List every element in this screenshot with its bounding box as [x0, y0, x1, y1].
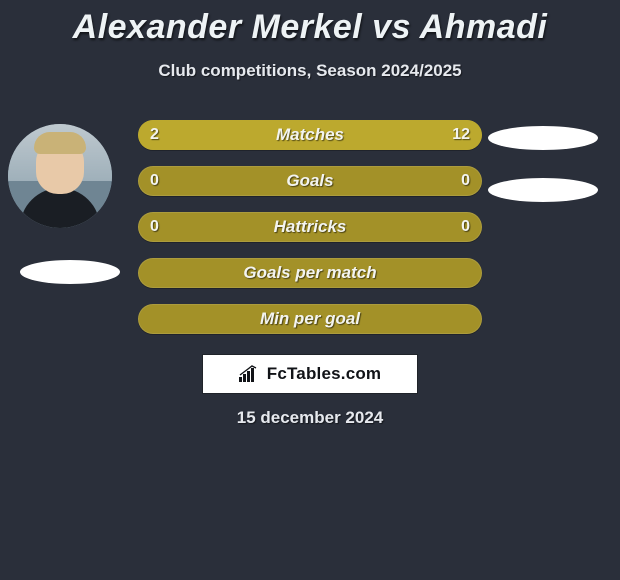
stat-label: Hattricks [138, 212, 482, 242]
stat-bar-fill-left [138, 120, 186, 150]
brand-text: FcTables.com [267, 364, 382, 384]
stat-label: Goals [138, 166, 482, 196]
stat-bar: Min per goal [138, 304, 482, 334]
player-right-name-plate [488, 178, 598, 202]
stat-value-left: 0 [150, 212, 159, 242]
comparison-card: Alexander Merkel vs Ahmadi Club competit… [0, 0, 620, 580]
brand-badge: FcTables.com [202, 354, 418, 394]
stat-label: Min per goal [138, 304, 482, 334]
stat-value-left: 0 [150, 166, 159, 196]
page-title: Alexander Merkel vs Ahmadi [0, 8, 620, 47]
player-left-avatar [8, 124, 112, 228]
bar-chart-icon [239, 365, 261, 383]
avatar-hair [34, 132, 86, 154]
stat-label: Goals per match [138, 258, 482, 288]
stat-bar: 0 0Goals [138, 166, 482, 196]
page-subtitle: Club competitions, Season 2024/2025 [0, 61, 620, 81]
stat-bar: 212Matches [138, 120, 482, 150]
stat-value-right: 0 [461, 166, 470, 196]
player-left-name-plate [20, 260, 120, 284]
player-right-avatar-plate [488, 126, 598, 150]
snapshot-date: 15 december 2024 [0, 408, 620, 428]
stat-bars: 212Matches00Goals00HattricksGoals per ma… [138, 120, 482, 350]
stat-value-right: 0 [461, 212, 470, 242]
stat-bar: 0 0Hattricks [138, 212, 482, 242]
stat-bar-fill-right [186, 120, 482, 150]
stat-bar: Goals per match [138, 258, 482, 288]
